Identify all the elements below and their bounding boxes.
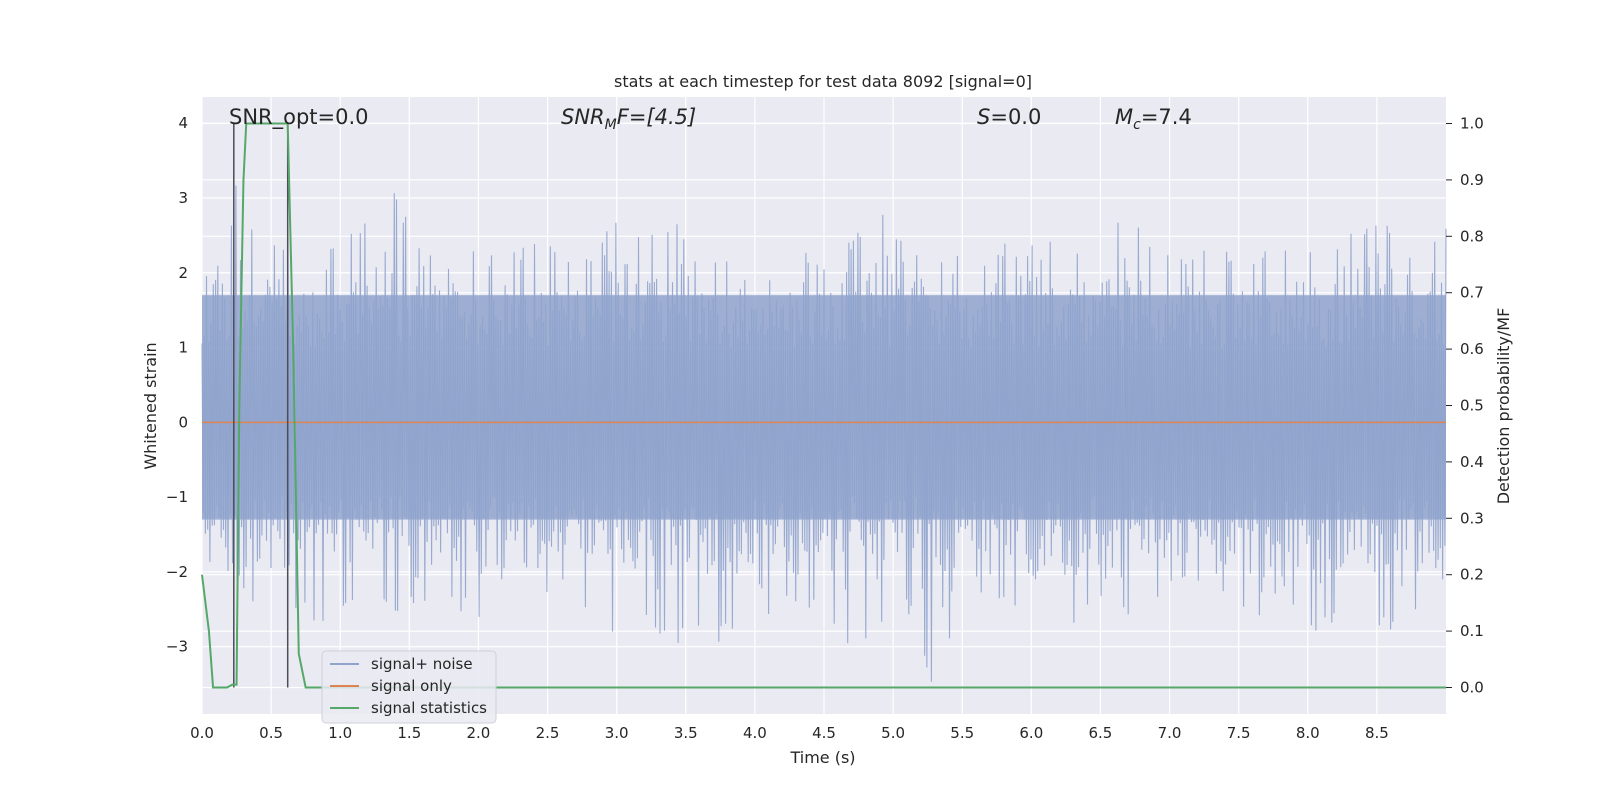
annotation-snr-mf-main: SNR (561, 105, 605, 129)
y-right-tick-label: 0.8 (1460, 227, 1484, 245)
y-tick-label: −3 (166, 638, 188, 656)
legend-label-signal-only: signal only (371, 677, 452, 695)
y-axis-ticks: 4 3 2 1 0 −1 −2 −3 (166, 114, 188, 656)
y-tick-label: 3 (178, 189, 188, 207)
x-tick-label: 7.0 (1158, 724, 1182, 742)
x-tick-label: 4.0 (743, 724, 767, 742)
x-tick-label: 5.0 (881, 724, 905, 742)
annotation-mc-main: M (1115, 105, 1133, 129)
y-axis-right-ticks: 1.0 0.9 0.8 0.7 0.6 0.5 0.4 0.3 0.2 0.1 0.0 (1446, 115, 1484, 696)
annotation-snr-mf-sub: M (605, 117, 617, 133)
annotation-mc: Mc=7.4 (1115, 105, 1192, 133)
y-axis-label: Whitened strain (141, 342, 160, 469)
annotation-mc-sub: c (1133, 117, 1141, 133)
y-right-tick-label: 0.5 (1460, 397, 1484, 415)
y-tick-label: −2 (166, 563, 188, 581)
y-tick-label: 1 (178, 339, 188, 357)
series-signal-statistics (201, 122, 1446, 689)
y-right-tick-label: 0.3 (1460, 509, 1484, 527)
x-tick-label: 2.0 (467, 724, 491, 742)
y-right-tick-label: 0.2 (1460, 566, 1484, 584)
x-tick-label: 0.0 (190, 724, 214, 742)
x-tick-label: 6.5 (1089, 724, 1113, 742)
signal-statistics-line (201, 122, 1446, 689)
noise-line (201, 185, 1447, 682)
y-right-tick-label: 0.4 (1460, 453, 1484, 471)
annotation-snr-mf: SNRMF=[4.5] (561, 105, 696, 133)
y-right-tick-label: 0.9 (1460, 171, 1484, 189)
legend-box (321, 650, 497, 724)
x-tick-label: 3.5 (674, 724, 698, 742)
x-tick-label: 0.5 (259, 724, 283, 742)
y-tick-label: 4 (178, 114, 188, 132)
y-right-tick-label: 1.0 (1460, 115, 1484, 133)
y-right-tick-label: 0.0 (1460, 678, 1484, 696)
annotation-s: S=0.0 (977, 105, 1041, 129)
annotation-s-main: S (977, 105, 990, 129)
x-tick-label: 4.5 (812, 724, 836, 742)
y-tick-label: 0 (178, 413, 188, 431)
y-tick-label: −1 (166, 488, 188, 506)
chart-title: stats at each timestep for test data 809… (614, 72, 1032, 91)
plot-area (201, 97, 1447, 714)
x-tick-label: 1.0 (328, 724, 352, 742)
x-tick-label: 2.5 (536, 724, 560, 742)
series-signal-plus-noise (201, 185, 1447, 682)
y-tick-label: 2 (178, 264, 188, 282)
y-right-tick-label: 0.6 (1460, 340, 1484, 358)
legend-label-signal-statistics: signal statistics (371, 699, 487, 717)
annotation-s-rest: =0.0 (990, 105, 1041, 129)
x-tick-label: 8.5 (1365, 724, 1389, 742)
x-tick-label: 6.0 (1019, 724, 1043, 742)
x-tick-label: 8.0 (1296, 724, 1320, 742)
y-axis-right-label: Detection probability/MF (1494, 308, 1513, 505)
x-axis-ticks: 0.0 0.5 1.0 1.5 2.0 2.5 3.0 3.5 4.0 4.5 5.0 5.5 6.0 6… (190, 724, 1389, 742)
x-tick-label: 3.0 (605, 724, 629, 742)
x-tick-label: 7.5 (1227, 724, 1251, 742)
x-tick-label: 1.5 (397, 724, 421, 742)
event-markers (233, 123, 289, 688)
y-right-tick-label: 0.1 (1460, 622, 1484, 640)
annotation-snr-mf-rest: F=[4.5] (617, 105, 696, 129)
x-axis-label: Time (s) (789, 748, 855, 767)
annotation-snr-opt: SNR_opt=0.0 (229, 105, 369, 130)
y-right-tick-label: 0.7 (1460, 284, 1484, 302)
legend: signal+ noise signal only signal statist… (321, 650, 497, 724)
annotation-mc-rest: =7.4 (1141, 105, 1192, 129)
x-tick-label: 5.5 (950, 724, 974, 742)
legend-label-signal-plus-noise: signal+ noise (371, 655, 473, 673)
